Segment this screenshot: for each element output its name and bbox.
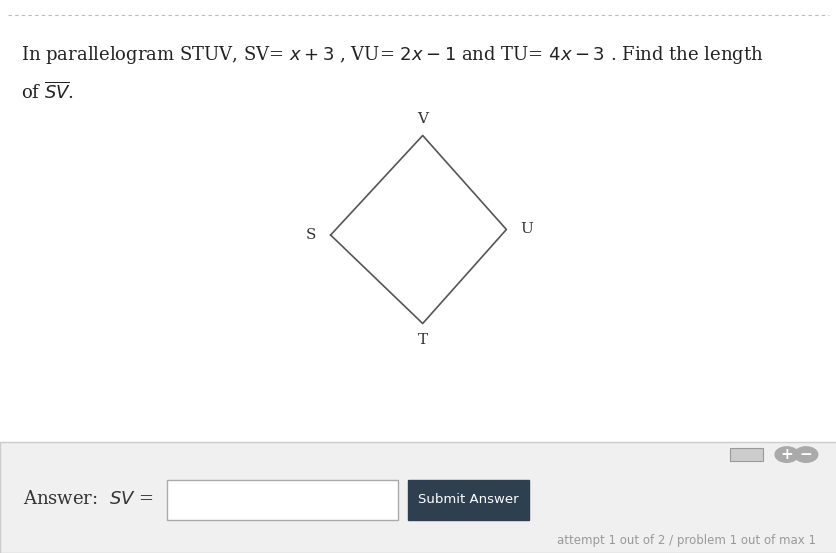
FancyBboxPatch shape (729, 448, 762, 461)
Circle shape (793, 447, 817, 462)
Text: of $\overline{SV}$.: of $\overline{SV}$. (21, 82, 74, 103)
Text: +: + (779, 447, 793, 462)
Text: S: S (306, 228, 316, 242)
Text: U: U (520, 222, 533, 237)
Text: −: − (798, 447, 812, 462)
FancyBboxPatch shape (0, 442, 836, 553)
Text: Submit Answer: Submit Answer (418, 493, 518, 507)
Text: In parallelogram STUV, SV= $x + 3$ , VU= $2x - 1$ and TU= $4x - 3$ . Find the le: In parallelogram STUV, SV= $x + 3$ , VU=… (21, 44, 762, 66)
Text: T: T (417, 333, 427, 347)
FancyBboxPatch shape (167, 480, 397, 520)
Text: V: V (416, 112, 428, 126)
FancyBboxPatch shape (407, 480, 528, 520)
Text: Answer:  $SV$ =: Answer: $SV$ = (23, 490, 154, 508)
Text: attempt 1 out of 2 / problem 1 out of max 1: attempt 1 out of 2 / problem 1 out of ma… (557, 534, 815, 547)
Circle shape (774, 447, 798, 462)
